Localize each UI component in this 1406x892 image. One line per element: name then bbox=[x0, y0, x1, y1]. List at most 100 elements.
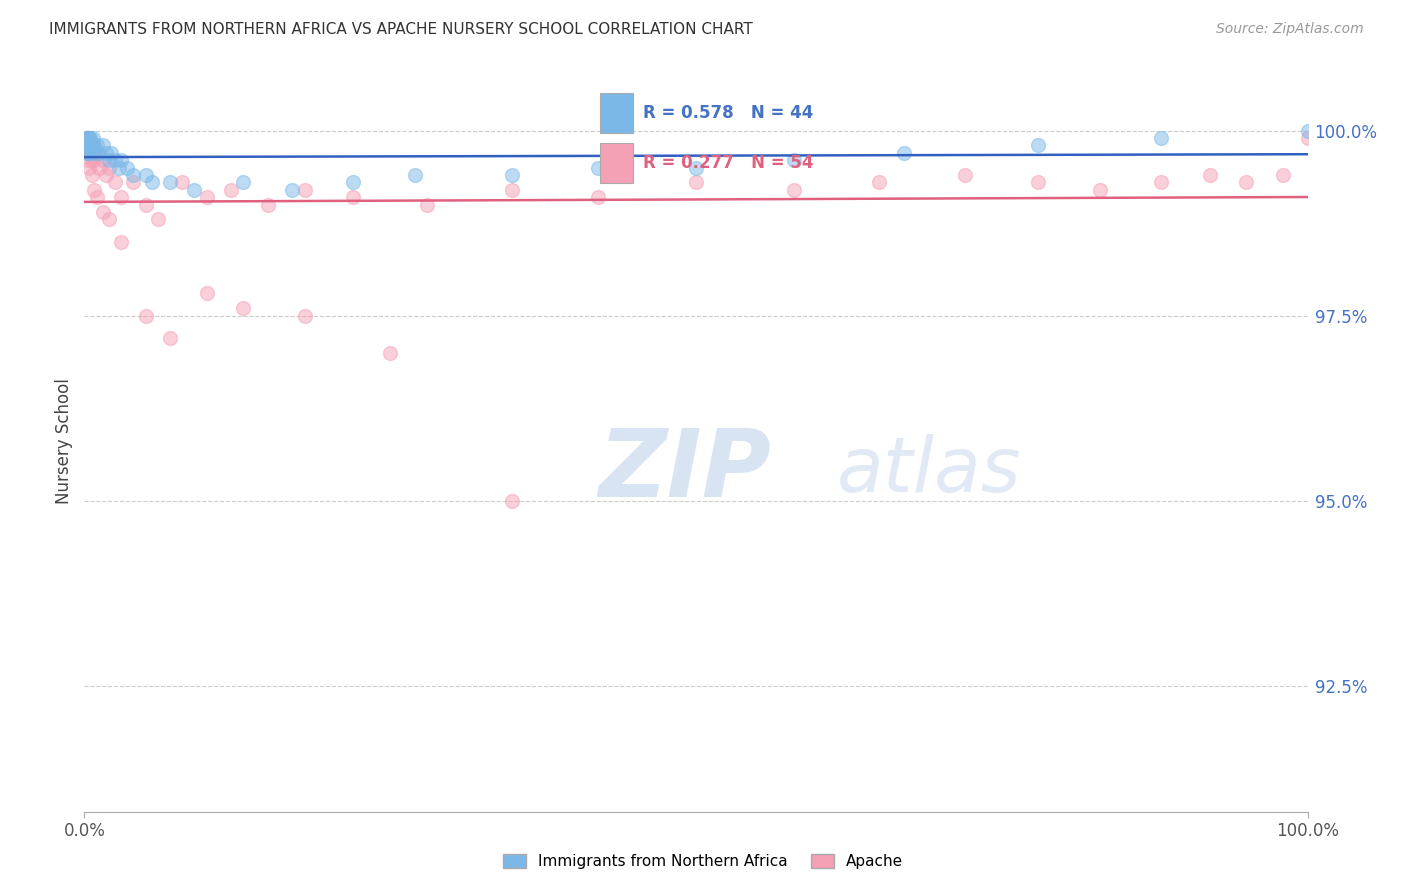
Point bbox=[97, 153, 120, 168]
Point bbox=[380, 345, 402, 359]
Point bbox=[232, 301, 254, 316]
Point bbox=[82, 138, 104, 153]
Point bbox=[502, 183, 524, 197]
Point bbox=[77, 131, 100, 145]
Point bbox=[783, 183, 806, 197]
Text: IMMIGRANTS FROM NORTHERN AFRICA VS APACHE NURSERY SCHOOL CORRELATION CHART: IMMIGRANTS FROM NORTHERN AFRICA VS APACH… bbox=[49, 22, 754, 37]
Point bbox=[75, 131, 97, 145]
Point bbox=[77, 131, 100, 145]
Point bbox=[110, 153, 132, 168]
Point bbox=[91, 205, 114, 219]
Point bbox=[100, 145, 122, 160]
Point bbox=[77, 145, 100, 160]
Point bbox=[135, 309, 157, 323]
Point bbox=[79, 138, 101, 153]
Point bbox=[96, 145, 118, 160]
Point bbox=[104, 176, 127, 190]
Point bbox=[91, 153, 114, 168]
Point bbox=[159, 331, 181, 345]
Point bbox=[86, 145, 108, 160]
Point bbox=[76, 138, 98, 153]
Point bbox=[96, 168, 118, 182]
Point bbox=[1028, 176, 1050, 190]
Point bbox=[232, 176, 254, 190]
Point bbox=[80, 153, 103, 168]
Point bbox=[195, 286, 218, 301]
Point bbox=[97, 212, 120, 227]
Point bbox=[953, 168, 976, 182]
Point bbox=[1236, 176, 1258, 190]
Point bbox=[86, 190, 108, 204]
Point bbox=[110, 235, 132, 249]
Point bbox=[122, 168, 145, 182]
Point bbox=[586, 190, 609, 204]
Text: ZIP: ZIP bbox=[598, 425, 770, 517]
Point bbox=[77, 138, 100, 153]
Point bbox=[586, 161, 609, 175]
Point bbox=[97, 161, 120, 175]
Point bbox=[83, 153, 105, 168]
Point bbox=[141, 176, 163, 190]
Point bbox=[1272, 168, 1295, 182]
Text: atlas: atlas bbox=[837, 434, 1021, 508]
Point bbox=[76, 145, 98, 160]
Point bbox=[183, 183, 205, 197]
Point bbox=[1150, 176, 1173, 190]
Point bbox=[104, 153, 127, 168]
Text: Source: ZipAtlas.com: Source: ZipAtlas.com bbox=[1216, 22, 1364, 37]
Point bbox=[107, 161, 129, 175]
Point bbox=[110, 190, 132, 204]
Point bbox=[1088, 183, 1111, 197]
Point bbox=[195, 190, 218, 204]
Point bbox=[159, 176, 181, 190]
Legend: Immigrants from Northern Africa, Apache: Immigrants from Northern Africa, Apache bbox=[496, 848, 910, 875]
Point bbox=[685, 161, 707, 175]
Point bbox=[115, 161, 138, 175]
Point bbox=[87, 145, 110, 160]
Point bbox=[685, 176, 707, 190]
Point bbox=[82, 131, 104, 145]
Point bbox=[135, 168, 157, 182]
Point bbox=[83, 138, 105, 153]
Point bbox=[122, 176, 145, 190]
Point bbox=[869, 176, 891, 190]
Point bbox=[77, 153, 100, 168]
Point bbox=[135, 197, 157, 211]
Point bbox=[79, 131, 101, 145]
Point bbox=[1296, 123, 1319, 137]
Point bbox=[257, 197, 280, 211]
Point bbox=[1150, 131, 1173, 145]
Point bbox=[77, 138, 100, 153]
Point bbox=[146, 212, 169, 227]
Point bbox=[342, 176, 364, 190]
Point bbox=[77, 161, 100, 175]
Point bbox=[76, 145, 98, 160]
Point bbox=[502, 168, 524, 182]
Point bbox=[77, 145, 100, 160]
Point bbox=[1198, 168, 1220, 182]
Point bbox=[1028, 138, 1050, 153]
Point bbox=[77, 131, 100, 145]
Point bbox=[281, 183, 304, 197]
Point bbox=[76, 138, 98, 153]
Point bbox=[76, 131, 98, 145]
Point bbox=[1296, 131, 1319, 145]
Point bbox=[294, 309, 316, 323]
Point bbox=[502, 493, 524, 508]
Point bbox=[83, 183, 105, 197]
Point bbox=[294, 183, 316, 197]
Point bbox=[893, 145, 915, 160]
Point bbox=[342, 190, 364, 204]
Point bbox=[416, 197, 439, 211]
Point bbox=[84, 145, 107, 160]
Point bbox=[91, 138, 114, 153]
Point bbox=[80, 138, 103, 153]
Point bbox=[86, 138, 108, 153]
Point bbox=[172, 176, 194, 190]
Point bbox=[404, 168, 426, 182]
Point bbox=[80, 145, 103, 160]
Point bbox=[87, 161, 110, 175]
Point bbox=[783, 153, 806, 168]
Point bbox=[219, 183, 242, 197]
Point bbox=[75, 138, 97, 153]
